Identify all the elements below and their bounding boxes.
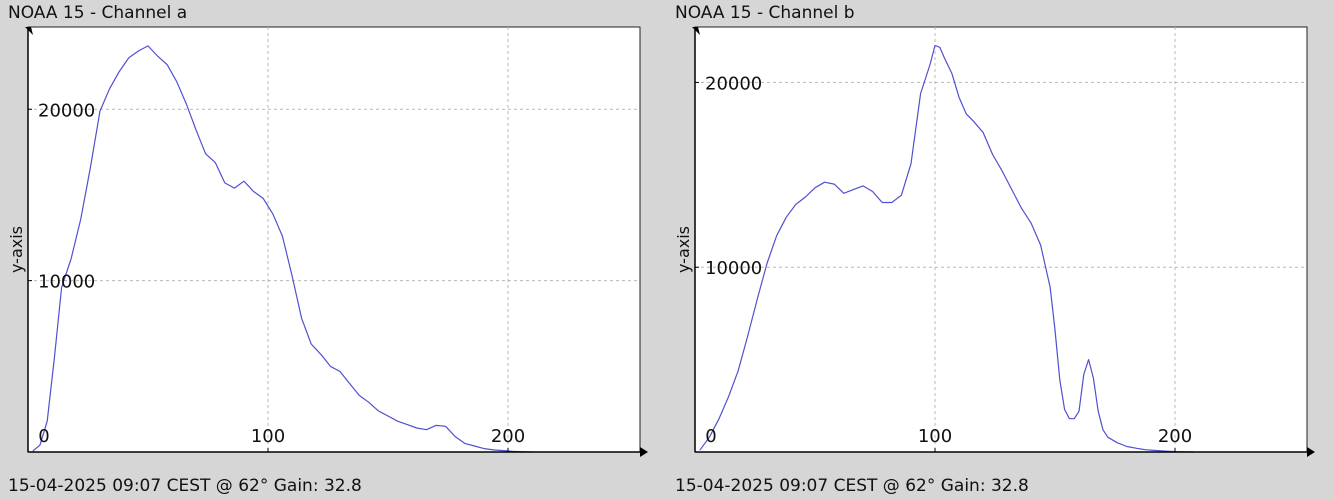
plot-background <box>694 26 1308 453</box>
y-axis-label: y-axis <box>674 226 693 273</box>
x-tick-label: 100 <box>918 426 952 447</box>
y-tick-label: 20000 <box>705 73 762 94</box>
chart-footer: 15-04-2025 09:07 CEST @ 62° Gain: 32.8 <box>675 476 1029 496</box>
x-tick-label: 200 <box>491 426 525 447</box>
chart-title: NOAA 15 - Channel b <box>675 3 855 23</box>
series-line <box>699 44 1195 453</box>
y-axis-label: y-axis <box>7 226 26 273</box>
plot-area: 0 100 200 10000 20000 y-axis <box>674 26 1315 457</box>
x-tick-label: 100 <box>251 426 285 447</box>
x-tick-label: 200 <box>1158 426 1192 447</box>
y-tick-label: 10000 <box>38 272 95 293</box>
chart-panel-b: NOAA 15 - Channel b 0 100 200 10000 20000 y-a… <box>667 0 1334 500</box>
plot-area: 0 100 200 10000 20000 y-axis <box>7 26 648 457</box>
chart-title: NOAA 15 - Channel a <box>8 3 188 23</box>
chart-panel-a: NOAA 15 - Channel a 0 100 200 10000 20000 y-a… <box>7 3 648 496</box>
y-axis-arrow <box>25 27 33 35</box>
x-tick-label: 0 <box>38 426 49 447</box>
x-axis-arrow <box>1307 447 1315 457</box>
x-tick-label: 0 <box>705 426 716 447</box>
x-axis-arrow <box>640 447 648 457</box>
y-axis-arrow <box>692 27 700 35</box>
series-line <box>32 45 533 453</box>
plot-background <box>27 26 641 453</box>
chart-footer: 15-04-2025 09:07 CEST @ 62° Gain: 32.8 <box>8 476 362 496</box>
y-tick-label: 20000 <box>38 100 95 121</box>
y-tick-label: 10000 <box>705 258 762 279</box>
